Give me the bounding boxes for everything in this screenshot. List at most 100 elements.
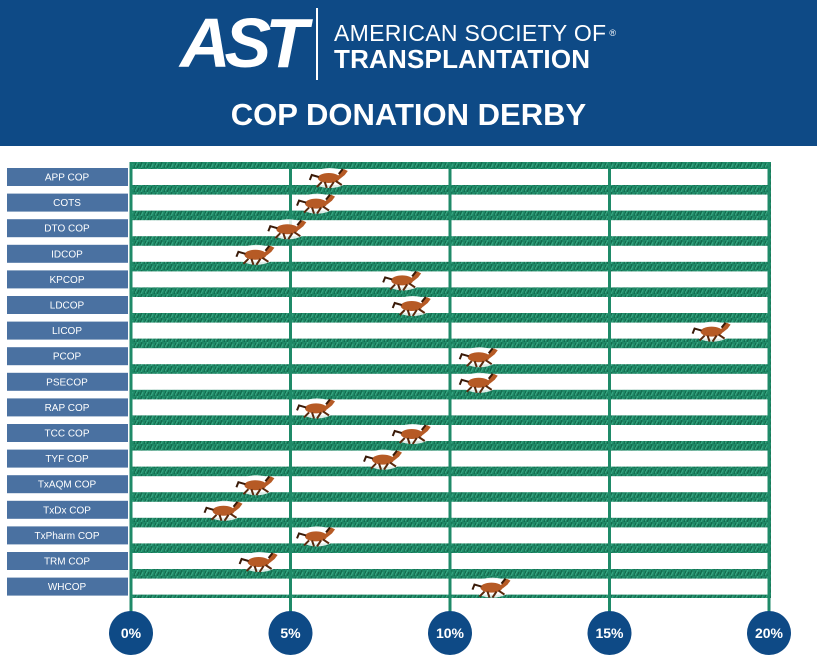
org-name-line2: TRANSPLANTATION: [334, 44, 591, 74]
horse-mane: [720, 321, 727, 329]
horse-icon: [267, 219, 308, 240]
category-label: DTO COP: [44, 224, 90, 235]
horse-body: [480, 582, 503, 593]
horse-legs: [242, 487, 269, 496]
horse-icon: [458, 372, 499, 394]
horse-tail: [471, 583, 482, 590]
category-label: KPCOP: [49, 275, 84, 286]
horse-legs: [399, 308, 426, 317]
horse-body: [244, 249, 267, 260]
horse-mane: [264, 475, 271, 482]
grid-line: [448, 162, 452, 632]
horse-icon: [391, 296, 432, 317]
horse-tail: [458, 352, 469, 360]
ast-logo: AST: [180, 4, 308, 82]
horse-tail: [235, 250, 246, 258]
category-label: TCC COP: [45, 429, 90, 440]
horse-icon: [471, 577, 512, 599]
category-label: TRM COP: [44, 557, 90, 568]
category-label-box: [7, 552, 128, 570]
horse-icon: [391, 424, 432, 445]
horse-body: [305, 531, 328, 542]
horse-mane: [392, 449, 398, 457]
horse-tail: [296, 532, 307, 539]
category-label-box: [7, 500, 128, 519]
category-label: WHCOP: [48, 582, 87, 593]
horse-head: [487, 373, 498, 384]
tick-label: 20%: [755, 625, 784, 641]
horse-icon: [458, 347, 499, 368]
horse-tail: [391, 429, 402, 437]
category-label-box: [7, 424, 128, 442]
category-label-box: [7, 296, 128, 314]
category-label: TxPharm COP: [34, 531, 99, 542]
horse-legs: [303, 410, 330, 419]
horse-mane: [325, 398, 331, 406]
horse-legs: [274, 231, 301, 240]
category-label-box: [7, 193, 128, 212]
horse-legs: [399, 436, 426, 445]
tick-label: 0%: [121, 625, 142, 641]
horse-icon: [296, 193, 337, 215]
horse-tail: [363, 455, 374, 462]
horse-legs: [389, 282, 416, 291]
horse-mane: [325, 193, 331, 201]
category-label-box: [7, 244, 128, 263]
tick-label: 10%: [436, 625, 465, 641]
horse-icon: [363, 449, 404, 471]
grid-line: [289, 162, 292, 632]
category-label: PSECOP: [46, 377, 88, 388]
horse-mane: [420, 296, 427, 303]
registered-mark: ®: [609, 28, 617, 38]
horse-body: [467, 352, 490, 363]
horse-tail: [296, 199, 307, 206]
category-label-box: [7, 526, 128, 545]
category-label-box: [7, 321, 128, 340]
horse-mane: [325, 526, 331, 534]
horse-head: [392, 450, 403, 461]
horse-tail: [382, 276, 393, 283]
horse-legs: [370, 461, 397, 471]
chart-title: COP DONATION DERBY: [230, 97, 587, 132]
grid-line: [767, 162, 771, 632]
horse-icon: [308, 168, 349, 189]
horse-icon: [382, 270, 423, 291]
horse-mane: [267, 552, 274, 559]
category-label: TxDx COP: [43, 505, 91, 516]
horse-tail: [691, 327, 702, 334]
horse-body: [391, 275, 414, 286]
category-label: TYF COP: [45, 454, 89, 465]
horse-tail: [458, 378, 469, 386]
org-name-line1-text: AMERICAN SOCIETY OF: [334, 20, 607, 46]
horse-legs: [303, 205, 330, 215]
horse-mane: [500, 577, 507, 585]
horse-head: [325, 399, 336, 410]
tick-label: 15%: [595, 625, 624, 641]
horse-body: [467, 377, 490, 388]
horse-body: [276, 224, 299, 235]
category-label-box: [7, 577, 128, 596]
horse-icon: [235, 475, 276, 496]
category-label-box: [7, 449, 128, 468]
tick-label: 5%: [280, 625, 301, 641]
horse-head: [325, 527, 336, 538]
horse-legs: [698, 333, 726, 343]
horse-body: [244, 480, 267, 491]
horse-head: [420, 297, 431, 307]
horse-body: [700, 326, 723, 337]
category-label: APP COP: [45, 173, 90, 184]
horse-mane: [411, 270, 417, 278]
horse-head: [325, 194, 336, 205]
category-label-box: [7, 398, 128, 417]
horse-icon: [296, 526, 337, 547]
horse-mane: [232, 501, 239, 508]
horse-tail: [296, 404, 307, 411]
horse-body: [305, 198, 328, 209]
horse-head: [411, 271, 422, 282]
horse-head: [267, 553, 278, 563]
horse-head: [720, 322, 731, 333]
horse-legs: [466, 359, 493, 368]
horse-head: [232, 501, 243, 512]
horse-head: [264, 245, 275, 256]
